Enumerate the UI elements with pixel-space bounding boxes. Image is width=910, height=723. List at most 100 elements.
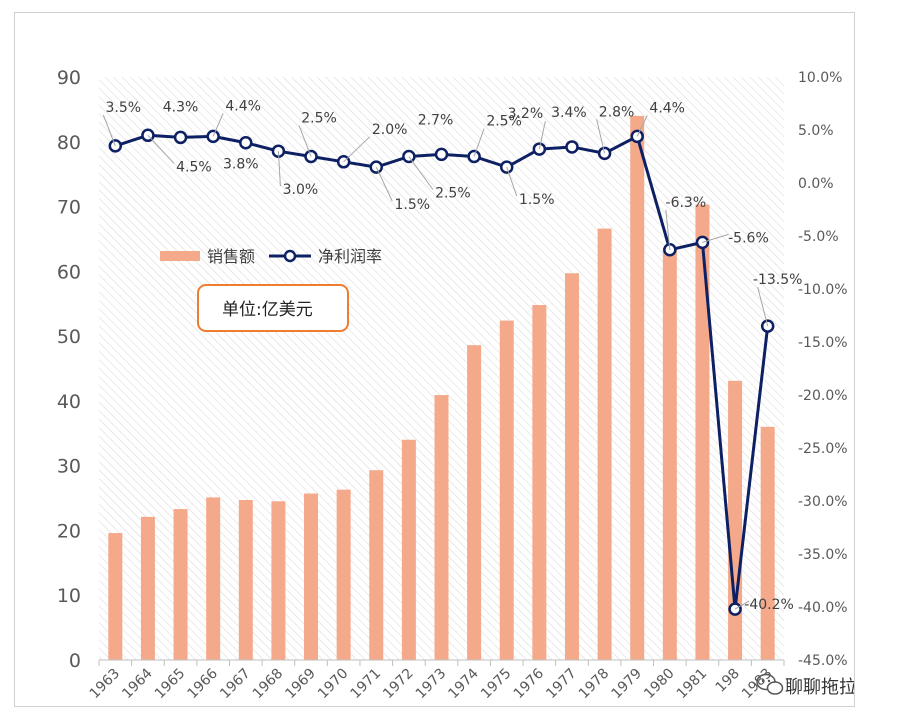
- bar-1966: [206, 497, 221, 660]
- bar-1974: [467, 345, 482, 660]
- bar-1979: [630, 115, 645, 660]
- leader-line: [636, 115, 648, 137]
- unit-box: 单位:亿美元: [197, 284, 349, 332]
- data-label-1966: 4.4%: [225, 98, 261, 114]
- leader-line: [665, 209, 671, 250]
- leader-line: [506, 166, 518, 197]
- y-right-tick-label: 10.0%: [798, 70, 842, 86]
- chart-frame: 1963 1964 1965 1966 1967 1968 1969 1970 1971 1972…: [14, 12, 875, 707]
- bar-1976: [532, 305, 547, 660]
- y-right-tick-label: 0.0%: [798, 176, 834, 192]
- axes: 1963196419651966196719681969197019711972…: [57, 67, 848, 702]
- y-right-tick-label: -45.0%: [798, 653, 848, 669]
- data-label-1974: 2.5%: [486, 114, 522, 130]
- y-left-tick-label: 90: [57, 67, 81, 89]
- data-labels: 3.5% 4.5% 4.3% 4.4% 3.8% 3.0% 2.5% 2.0% 1.5% 2.5%…: [102, 98, 802, 613]
- legend-bar-label: 销售额: [207, 247, 255, 266]
- data-label-1977: 3.4%: [551, 105, 587, 121]
- point-1973: [434, 147, 449, 162]
- data-label-1964: 4.5%: [176, 159, 212, 175]
- x-tick-label: 1972: [380, 666, 417, 703]
- bar-1970: [336, 489, 351, 660]
- x-tick-label: 1980: [641, 666, 678, 703]
- data-label-1976: 3.2%: [508, 106, 544, 122]
- x-tick-label: 1974: [445, 665, 482, 702]
- data-label-1972: 2.5%: [435, 186, 471, 202]
- x-tick-label: 1967: [217, 666, 254, 703]
- x-tick-label: 1965: [152, 666, 189, 703]
- y-right-tick-label: -20.0%: [798, 388, 848, 404]
- x-tick-label: 1975: [478, 666, 515, 703]
- y-right-tick-label: -30.0%: [798, 494, 848, 510]
- watermark: 聊聊拖拉机: [756, 673, 875, 698]
- data-label-1979: 4.4%: [649, 100, 685, 116]
- legend-line-label: 净利润率: [318, 247, 382, 266]
- bar-1972: [401, 439, 416, 660]
- y-left-tick-label: 50: [57, 326, 81, 348]
- legend-line-marker: [283, 249, 297, 263]
- y-left-tick-label: 60: [57, 261, 81, 283]
- bar-series: [108, 115, 775, 660]
- data-label-1981: -5.6%: [728, 230, 769, 246]
- y-left-tick-label: 0: [69, 650, 81, 672]
- bar-1967: [238, 499, 253, 660]
- point-1965: [173, 130, 188, 145]
- bar-1977: [564, 273, 579, 660]
- x-tick-label: 1968: [250, 666, 287, 703]
- x-tick-label: 1970: [315, 666, 352, 703]
- y-right-tick-label: -5.0%: [798, 229, 839, 245]
- bar-1975: [499, 320, 514, 660]
- bar-1971: [369, 470, 384, 660]
- point-1967: [239, 135, 253, 150]
- x-tick-label: 1969: [282, 666, 319, 703]
- y-left-tick-label: 80: [57, 132, 81, 154]
- bar-1969: [304, 493, 319, 660]
- bar-1964: [140, 516, 155, 660]
- leader-line: [757, 286, 769, 327]
- bar-1981: [695, 204, 710, 660]
- data-label-1978: 2.8%: [599, 104, 635, 120]
- y-left-tick-label: 70: [57, 197, 81, 219]
- leader-line: [277, 151, 281, 187]
- wechat-icon: [756, 673, 784, 695]
- data-label-1975: 1.5%: [519, 192, 555, 208]
- y-left-tick-label: 10: [57, 585, 81, 607]
- leader-line: [702, 233, 729, 243]
- x-tick-label: 1971: [348, 666, 385, 703]
- x-tick-label: 1977: [543, 666, 580, 703]
- data-label-1965: 4.3%: [163, 99, 199, 115]
- data-label-1967: 3.8%: [223, 157, 259, 173]
- y-left-tick-label: 20: [57, 520, 81, 542]
- leader-line: [408, 156, 434, 190]
- bar-1982: [728, 380, 743, 660]
- y-right-tick-label: -35.0%: [798, 547, 848, 563]
- watermark-text: 聊聊拖拉机: [785, 677, 854, 698]
- x-tick-label: 1963: [87, 666, 124, 703]
- data-label-1970: 2.0%: [372, 122, 408, 138]
- x-tick-label: 1978: [576, 666, 613, 703]
- legend: 销售额 净利润率: [160, 247, 382, 266]
- leader-line: [538, 120, 546, 150]
- bar-1983: [760, 426, 775, 660]
- data-label-1980: -6.3%: [666, 195, 707, 211]
- y-right-tick-label: -15.0%: [798, 335, 848, 351]
- data-label-1969: 2.5%: [301, 111, 337, 127]
- y-left-tick-label: 30: [57, 456, 81, 478]
- combo-chart: 1963196419651966196719681969197019711972…: [57, 67, 875, 702]
- y-left-tick-label: 40: [57, 391, 81, 413]
- leader-line: [375, 166, 393, 202]
- y-right-tick-label: -10.0%: [798, 282, 848, 298]
- leader-line: [596, 119, 606, 154]
- x-tick-label: 1973: [413, 666, 450, 703]
- data-label-1973: 2.7%: [418, 112, 454, 128]
- x-tick-label: 1976: [511, 665, 548, 702]
- leader-line: [102, 114, 116, 147]
- y-right-tick-label: -25.0%: [798, 441, 848, 457]
- bar-1963: [108, 533, 123, 660]
- bar-1965: [173, 509, 188, 660]
- y-right-tick-label: 5.0%: [798, 123, 834, 139]
- bar-1968: [271, 501, 286, 660]
- bar-1973: [434, 395, 449, 660]
- x-tick-label: 1981: [674, 666, 711, 703]
- legend-bar-swatch: [160, 251, 200, 261]
